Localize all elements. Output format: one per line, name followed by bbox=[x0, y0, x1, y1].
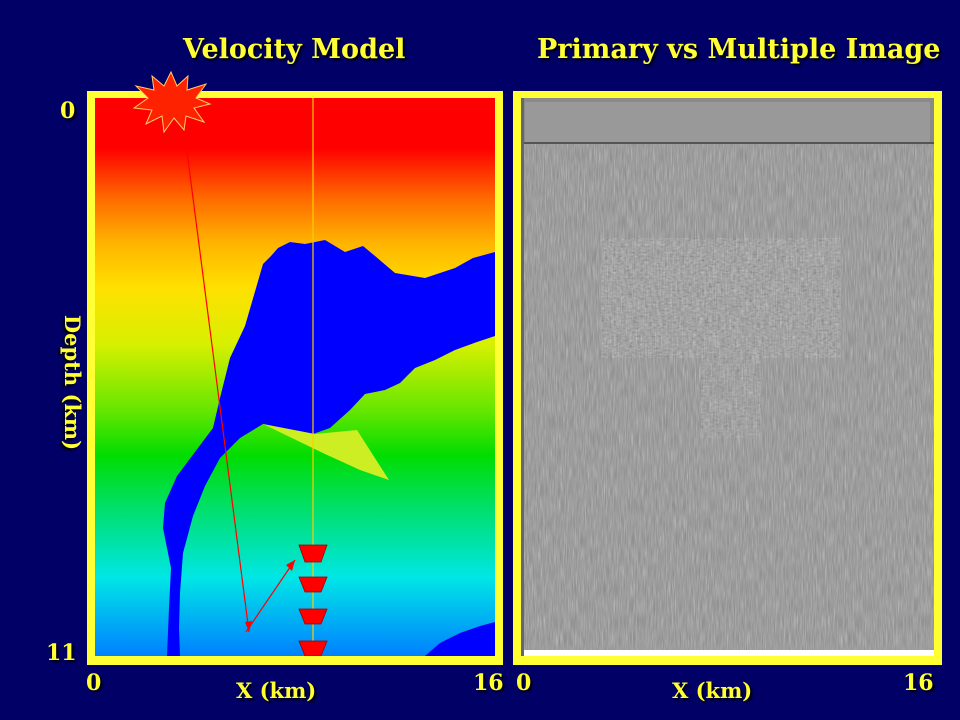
depth-top-tick: 0 bbox=[60, 98, 76, 124]
image-title: Primary vs Multiple Image bbox=[537, 34, 941, 65]
velocity-model-title: Velocity Model bbox=[183, 34, 406, 65]
right-x-min-tick: 0 bbox=[516, 670, 532, 696]
velocity-model-panel bbox=[95, 98, 495, 656]
right-x-max-tick: 16 bbox=[903, 670, 934, 696]
receiver-icon bbox=[298, 608, 328, 625]
salt-body bbox=[163, 240, 495, 656]
depth-bottom-tick: 11 bbox=[46, 640, 77, 666]
receiver-icon bbox=[298, 544, 328, 563]
ray-down bbox=[184, 135, 250, 633]
left-x-max-tick: 16 bbox=[473, 670, 504, 696]
salt-body-bottom bbox=[425, 622, 495, 656]
receiver-icon bbox=[298, 576, 328, 593]
sediment-wedge bbox=[263, 424, 389, 480]
left-x-min-tick: 0 bbox=[86, 670, 102, 696]
right-x-axis-label: X (km) bbox=[672, 678, 753, 703]
ray-up bbox=[245, 559, 296, 633]
left-x-axis-label: X (km) bbox=[236, 678, 317, 703]
seismic-image-panel bbox=[521, 98, 934, 656]
receiver-icon bbox=[298, 640, 328, 656]
star-burst-icon bbox=[132, 70, 212, 134]
ray-arrowhead-down bbox=[245, 621, 252, 632]
ray-arrowhead-up bbox=[286, 560, 295, 571]
depth-axis-label: Depth (km) bbox=[60, 314, 86, 451]
